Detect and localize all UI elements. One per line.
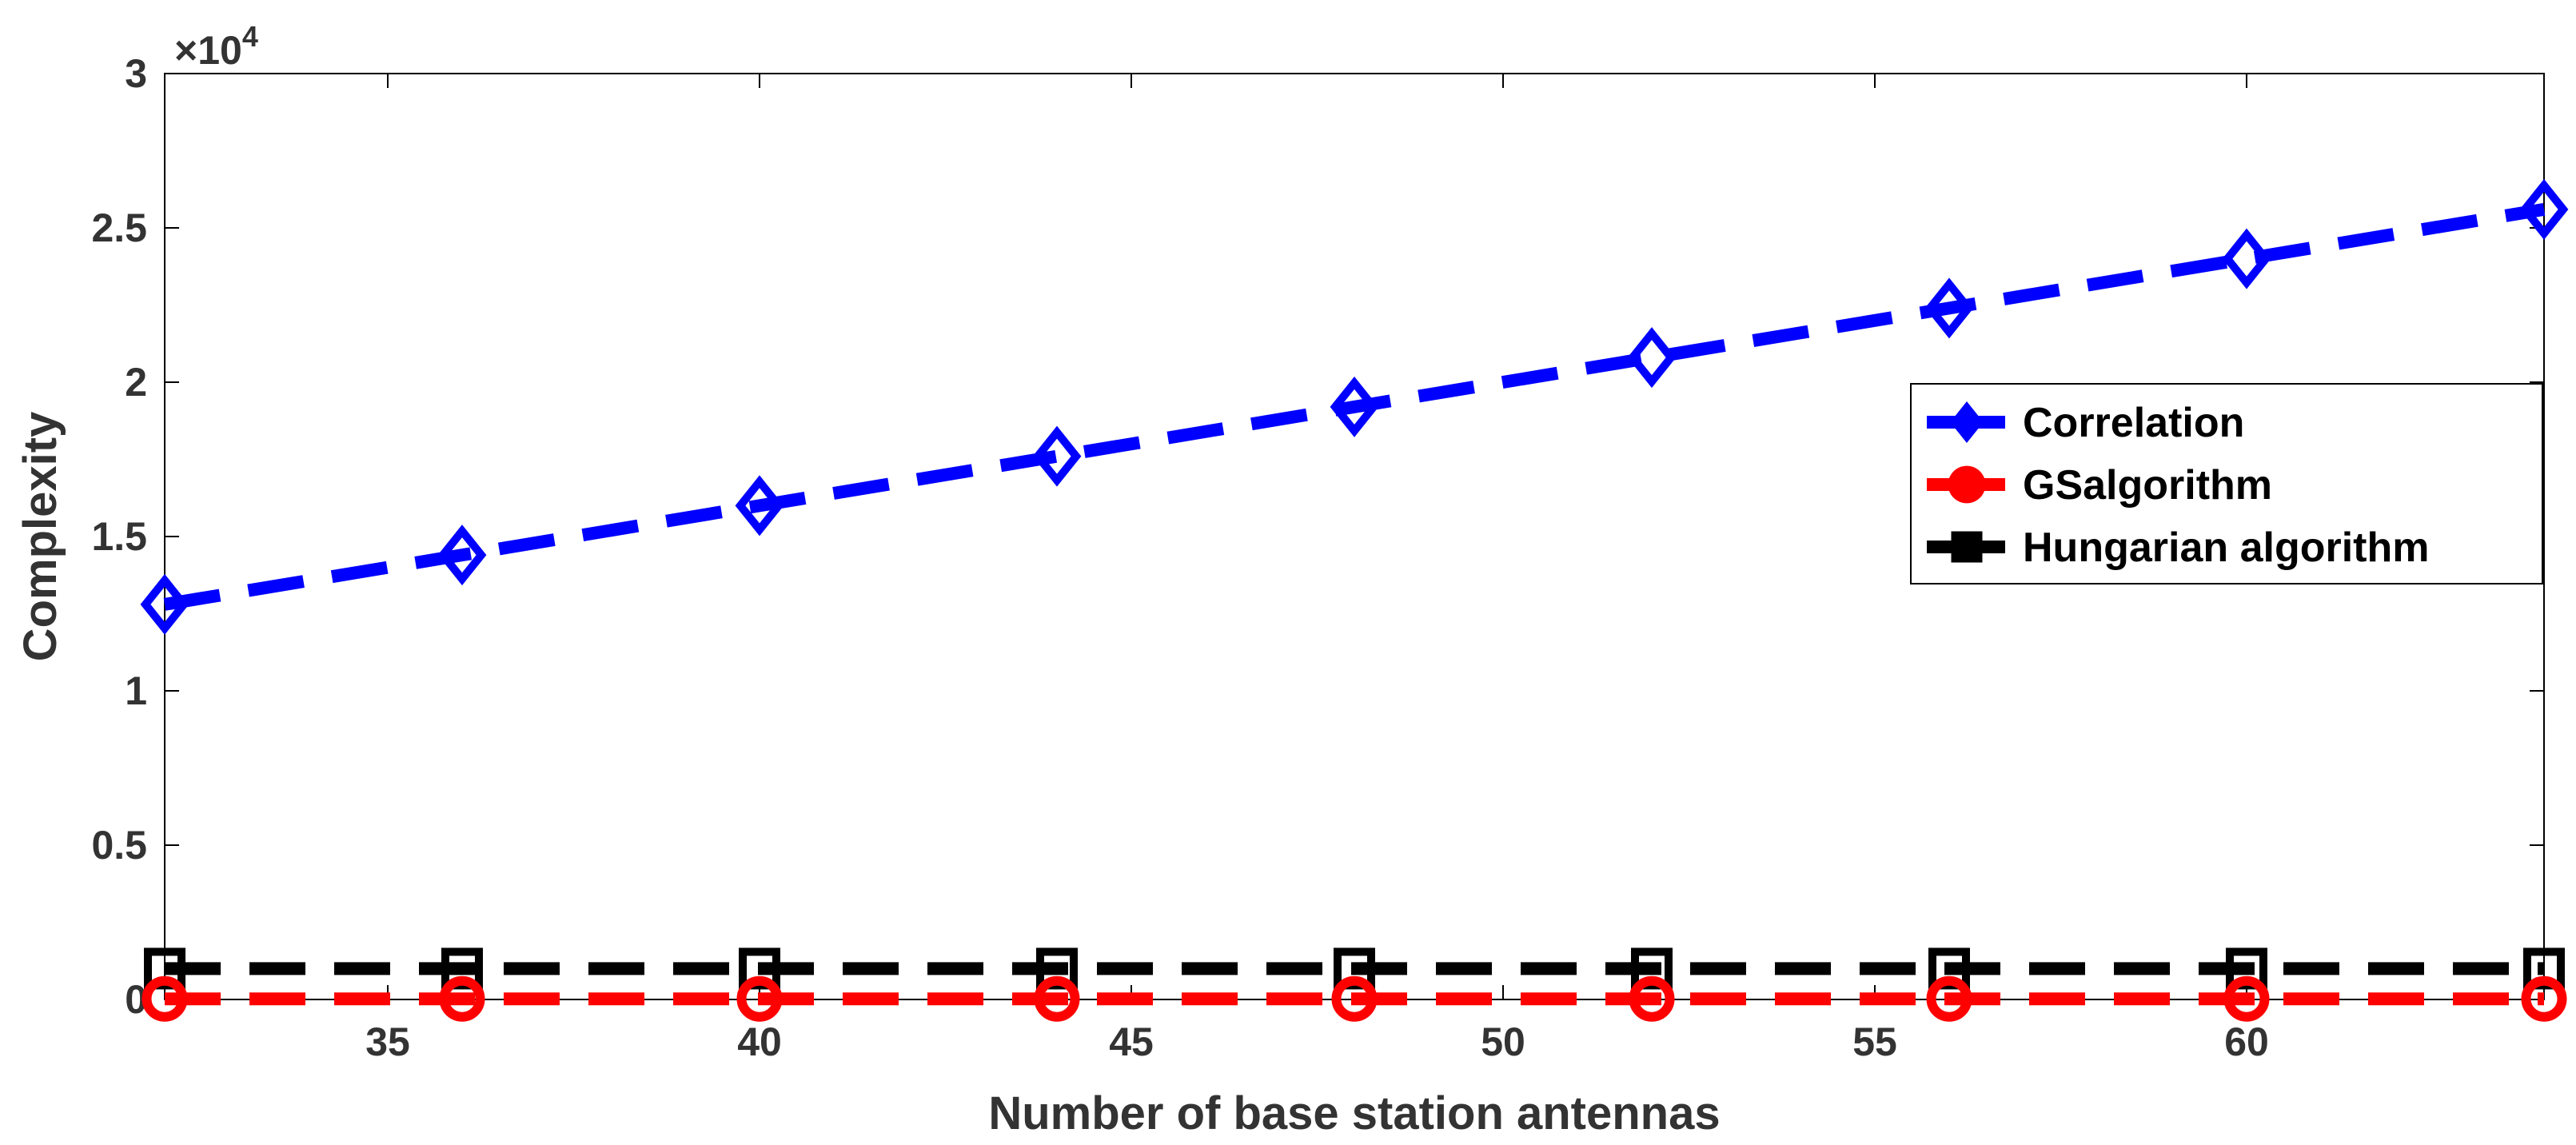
y-tick-label: 3 xyxy=(125,51,147,96)
series-gsalgorithm xyxy=(142,975,2567,1022)
data-point xyxy=(437,525,487,586)
y-tick-label: 0.5 xyxy=(91,823,147,868)
data-point xyxy=(1926,975,1972,1022)
data-point xyxy=(2519,178,2569,240)
x-axis: 35 40 45 50 55 60 xyxy=(365,74,2269,1064)
data-point xyxy=(2222,228,2271,289)
y-tick-label: 2 xyxy=(125,360,147,405)
legend-marker xyxy=(1948,465,1986,504)
data-point xyxy=(736,975,783,1022)
legend-label: Correlation xyxy=(2023,400,2244,446)
series-line xyxy=(163,202,2546,611)
data-point xyxy=(2521,975,2567,1022)
data-point xyxy=(1331,975,1378,1022)
legend: Correlation GSalgorithm Hungarian algorith… xyxy=(1910,383,2543,584)
x-tick-label: 45 xyxy=(1109,1019,1154,1064)
x-tick-label: 40 xyxy=(737,1019,782,1064)
legend-label: GSalgorithm xyxy=(2023,462,2272,509)
legend-box xyxy=(1910,383,2543,584)
y-tick-label: 1.5 xyxy=(91,514,147,559)
y-multiplier-base: ×10 xyxy=(174,28,242,73)
data-point xyxy=(1034,975,1080,1022)
x-tick-label: 60 xyxy=(2224,1019,2269,1064)
data-point xyxy=(1629,975,1675,1022)
x-axis-label: Number of base station antennas xyxy=(988,1087,1720,1139)
series-layer xyxy=(140,178,2569,1022)
y-axis-multiplier: ×104 xyxy=(174,20,258,73)
data-point xyxy=(2223,975,2270,1022)
legend-marker xyxy=(1951,531,1983,563)
series-correlation xyxy=(140,178,2569,635)
x-tick-label: 55 xyxy=(1852,1019,1897,1064)
legend-item: Hungarian algorithm xyxy=(1927,525,2429,571)
data-point xyxy=(735,475,784,537)
data-point xyxy=(1032,425,1082,487)
legend-label: Hungarian algorithm xyxy=(2023,525,2429,571)
data-point xyxy=(1627,327,1677,389)
data-point xyxy=(439,975,485,1022)
legend-marker xyxy=(1950,401,1984,443)
legend-item: GSalgorithm xyxy=(1927,462,2272,509)
data-point xyxy=(140,573,189,635)
x-tick-label: 50 xyxy=(1481,1019,1525,1064)
data-point xyxy=(1924,277,1974,339)
legend-item: Correlation xyxy=(1927,400,2244,446)
data-point xyxy=(142,975,188,1022)
y-tick-label: 2.5 xyxy=(91,205,147,250)
y-multiplier-exponent: 4 xyxy=(242,20,258,53)
x-tick-label: 35 xyxy=(365,1019,410,1064)
data-point xyxy=(1330,376,1379,437)
y-tick-label: 1 xyxy=(125,668,147,713)
y-axis: 00.511.522.53 xyxy=(91,51,2544,1022)
y-axis-label: Complexity xyxy=(14,412,66,662)
